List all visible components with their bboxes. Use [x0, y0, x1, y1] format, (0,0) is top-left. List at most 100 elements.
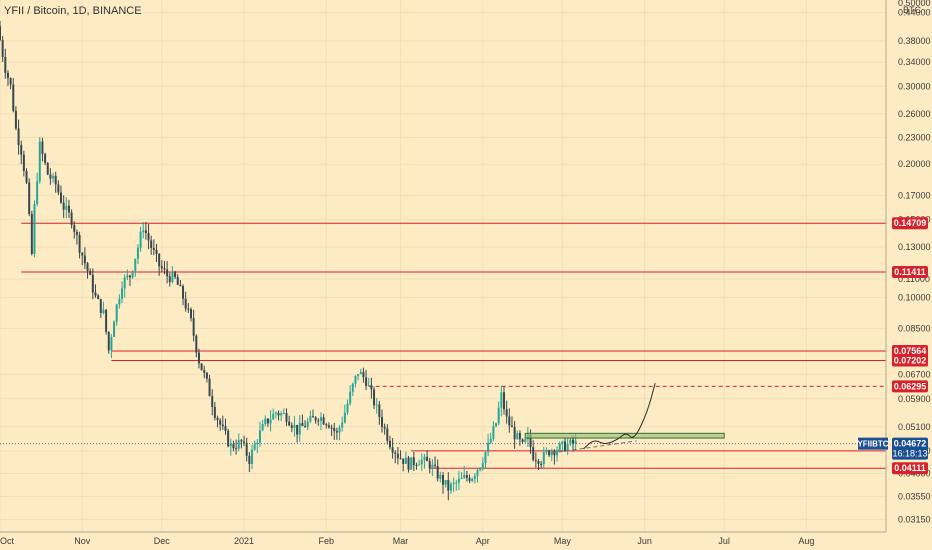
- candle-body: [208, 378, 211, 397]
- candle-body: [349, 391, 352, 404]
- candle-body: [431, 464, 434, 469]
- time-tick-label: May: [554, 536, 572, 546]
- symbol-tag: [858, 437, 888, 450]
- price-tick-label: 0.05100: [898, 422, 931, 432]
- candle-body: [266, 418, 269, 424]
- candle-body: [174, 272, 177, 278]
- level-price-tag-label: 0.11411: [894, 267, 926, 277]
- level-price-tag: [892, 217, 928, 230]
- candle-body: [479, 467, 482, 470]
- candle-body: [216, 417, 219, 421]
- candle-body: [457, 478, 460, 483]
- candle-body: [354, 375, 357, 384]
- price-tick-label: 0.11000: [898, 274, 930, 284]
- chart-title: YFII / Bitcoin, 1D, BINANCE: [4, 5, 142, 17]
- candle-body: [41, 141, 44, 155]
- candle-body: [166, 269, 169, 277]
- candle-body: [102, 309, 105, 313]
- candle-body: [370, 385, 373, 390]
- candle-body: [221, 424, 224, 427]
- candle-body: [235, 448, 238, 450]
- candle-body: [510, 425, 513, 428]
- candle-body: [388, 440, 391, 448]
- candle-body: [449, 483, 452, 491]
- price-tick-label: 0.08500: [898, 324, 931, 334]
- candle-body: [497, 407, 500, 424]
- candle-body: [158, 253, 161, 267]
- plot-background: [0, 0, 886, 532]
- candle-body: [542, 452, 545, 465]
- candle-body: [147, 233, 150, 241]
- candle-body: [12, 84, 15, 111]
- candle-body: [14, 110, 17, 129]
- candle-body: [343, 412, 346, 423]
- candle-body: [227, 430, 230, 447]
- candle-body: [160, 266, 163, 269]
- candle-body: [20, 144, 23, 155]
- candle-body: [81, 252, 84, 256]
- level-price-tag: [892, 345, 928, 358]
- price-tick-label: 0.03150: [898, 514, 931, 524]
- candle-body: [251, 449, 254, 464]
- candle-body: [404, 457, 407, 464]
- price-tick-label: 0.13000: [898, 242, 931, 252]
- candle-body: [285, 413, 288, 422]
- candle-body: [243, 441, 246, 443]
- candle-body: [540, 463, 543, 465]
- candle-body: [290, 425, 293, 429]
- candle-body: [518, 433, 521, 440]
- time-axis-ticks[interactable]: Oct Nov Dec 2021 Feb Mar Apr May Jun Jul Aug: [0, 536, 814, 546]
- level-price-tag-label: 0.14709: [894, 218, 927, 228]
- candle-body: [25, 170, 28, 183]
- candle-body: [65, 205, 68, 210]
- candle-body: [139, 231, 142, 248]
- candle-body: [571, 439, 574, 444]
- candle-body: [556, 450, 559, 456]
- candle-body: [274, 412, 277, 414]
- candle-body: [237, 440, 240, 449]
- candle-body: [407, 457, 410, 470]
- countdown-label: 16:18:13: [892, 449, 927, 459]
- candle-body: [296, 424, 299, 435]
- candle-body: [341, 422, 344, 428]
- candle-body: [327, 425, 330, 428]
- candle-body: [558, 443, 561, 451]
- candle-body: [357, 374, 360, 376]
- candle-body: [99, 298, 102, 313]
- candle-body: [537, 460, 540, 464]
- candle-body: [375, 404, 378, 406]
- candle-body: [455, 482, 458, 484]
- candle-body: [168, 276, 171, 283]
- candle-body: [232, 444, 235, 449]
- candle-body: [22, 154, 25, 171]
- price-tick-label: 0.30000: [898, 81, 931, 91]
- candle-body: [269, 419, 272, 424]
- time-tick-label: Aug: [798, 536, 814, 546]
- candle-body: [460, 477, 463, 479]
- candle-body: [492, 426, 495, 439]
- candle-body: [471, 478, 474, 481]
- candle-body: [44, 154, 47, 163]
- candle-body: [516, 433, 519, 440]
- candle-body: [410, 457, 413, 470]
- candle-body: [359, 371, 362, 375]
- candle-body: [306, 421, 309, 428]
- candle-body: [566, 444, 569, 451]
- level-price-tag: [892, 462, 928, 475]
- candle-body: [394, 452, 397, 454]
- candle-body: [67, 205, 70, 213]
- current-price-tag: [892, 437, 928, 460]
- drawings: [524, 383, 725, 454]
- price-tick-label: 0.23000: [898, 132, 931, 142]
- candle-body: [508, 416, 511, 426]
- candle-body: [70, 212, 73, 226]
- candle-body: [136, 247, 139, 259]
- price-tick-label: 0.34000: [898, 57, 931, 67]
- price-tick-label: 0.05900: [898, 394, 931, 404]
- candle-body: [550, 451, 553, 456]
- candle-body: [57, 184, 60, 193]
- candle-body: [383, 426, 386, 429]
- candle-body: [134, 258, 137, 271]
